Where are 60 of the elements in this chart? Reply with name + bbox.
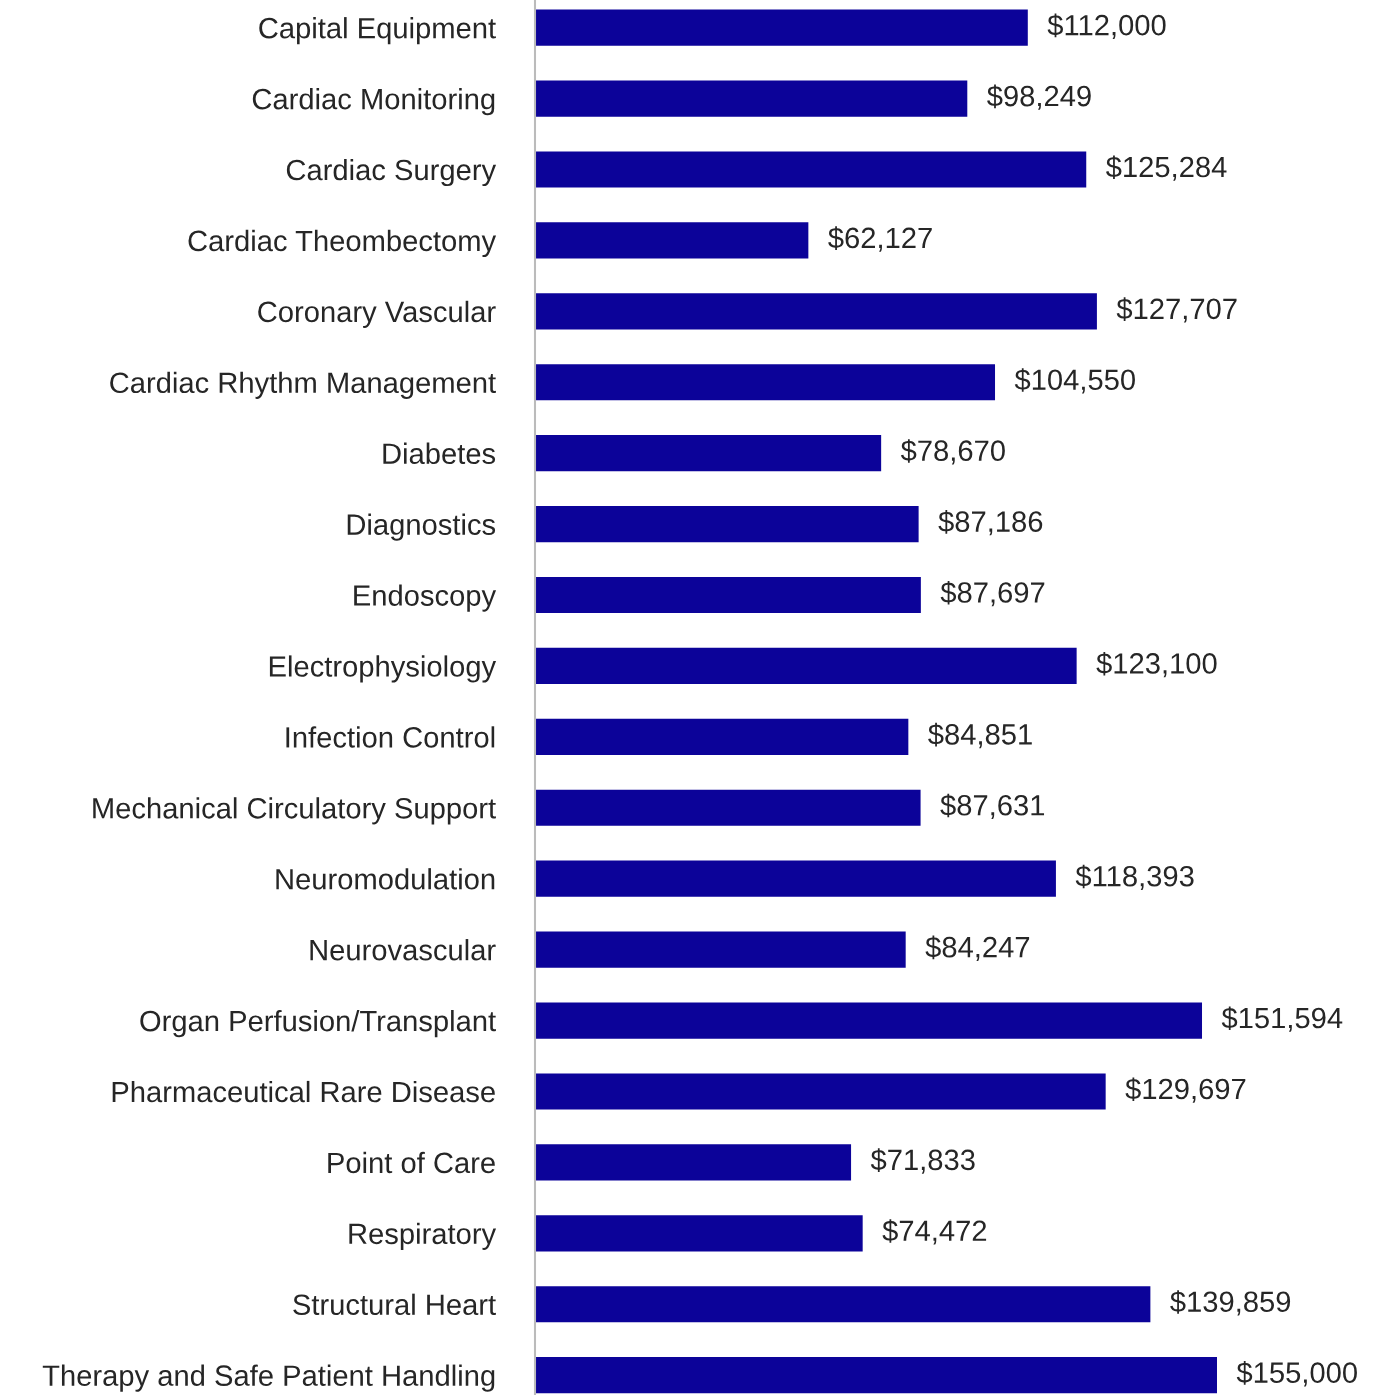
data-label: $98,249: [987, 84, 1091, 110]
bar: [535, 860, 1056, 897]
y-tick-label: Therapy and Safe Patient Handling: [42, 1364, 495, 1392]
data-label: $74,472: [882, 1219, 987, 1245]
data-label: $71,833: [870, 1148, 975, 1174]
data-label: $84,851: [928, 722, 1032, 749]
bar: [535, 151, 1087, 188]
bar: [535, 1073, 1106, 1110]
bar: [535, 222, 809, 259]
y-tick-label: Mechanical Circulatory Support: [93, 797, 496, 825]
bar: [535, 9, 1028, 46]
data-label: $125,284: [1106, 155, 1227, 181]
bar: [535, 80, 968, 117]
data-label: $87,697: [940, 580, 1045, 607]
data-label: $104,550: [1014, 368, 1135, 394]
bar: [535, 931, 906, 968]
bar: [535, 506, 919, 543]
data-label: $118,393: [1075, 864, 1194, 890]
data-label: $87,631: [940, 793, 1045, 820]
y-tick-label: Endoscopy: [354, 584, 497, 612]
y-tick-label: Electrophysiology: [269, 655, 497, 683]
y-tick-label: Cardiac Rhythm Management: [110, 371, 496, 399]
data-label: $155,000: [1236, 1361, 1357, 1387]
bar: [535, 576, 921, 614]
y-tick-label: Organ Perfusion/Transplant: [140, 1009, 496, 1038]
y-tick-label: Point of Care: [328, 1151, 495, 1174]
y-tick-label: Pharmaceutical Rare Disease: [112, 1080, 495, 1103]
bar: [535, 1286, 1151, 1323]
bar: [535, 1002, 1203, 1039]
y-tick-label: Coronary Vascular: [258, 300, 496, 328]
y-tick-label: Neurovascular: [310, 939, 496, 961]
bar: [535, 364, 996, 401]
y-tick-label: Neuromodulation: [276, 868, 495, 890]
y-tick-label: Cardiac Surgery: [286, 158, 497, 187]
data-label: $127,707: [1116, 297, 1237, 323]
y-tick-label: Diabetes: [383, 442, 496, 465]
data-label: $123,100: [1096, 651, 1217, 678]
y-tick-label: Capital Equipment: [259, 17, 496, 45]
y-tick-label: Structural Heart: [293, 1293, 496, 1316]
data-label: $112,000: [1047, 13, 1166, 39]
bar: [535, 435, 882, 472]
data-label: $129,697: [1125, 1077, 1246, 1103]
data-label: $87,186: [938, 510, 1043, 536]
data-label: $84,247: [925, 935, 1030, 961]
bar: [535, 1144, 852, 1181]
bar: [535, 1215, 863, 1252]
bar: [535, 1357, 1217, 1394]
data-label: $139,859: [1170, 1290, 1291, 1316]
y-tick-label: Cardiac Monitoring: [252, 88, 495, 116]
y-tick-label: Infection Control: [286, 726, 495, 748]
y-tick-label: Cardiac Theombectomy: [188, 229, 497, 258]
y-tick-label: Diagnostics: [347, 513, 496, 541]
data-label: $151,594: [1221, 1006, 1343, 1032]
data-label: $78,670: [900, 439, 1005, 465]
bar: [535, 293, 1097, 330]
bar: [535, 647, 1077, 685]
bar: [535, 789, 921, 826]
data-label: $62,127: [828, 226, 932, 252]
bar: [535, 718, 909, 755]
y-tick-label: Respiratory: [349, 1222, 497, 1250]
